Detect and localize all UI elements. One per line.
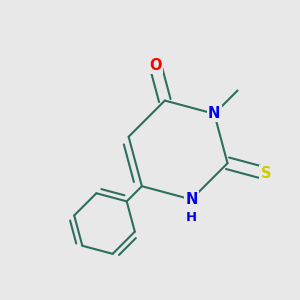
Text: O: O [149, 58, 162, 73]
Text: S: S [260, 166, 271, 181]
Text: N: N [185, 192, 197, 207]
Text: H: H [186, 211, 197, 224]
Text: N: N [208, 106, 220, 121]
